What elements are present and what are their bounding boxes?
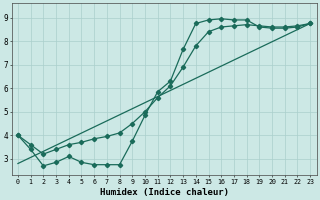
X-axis label: Humidex (Indice chaleur): Humidex (Indice chaleur): [100, 188, 228, 197]
